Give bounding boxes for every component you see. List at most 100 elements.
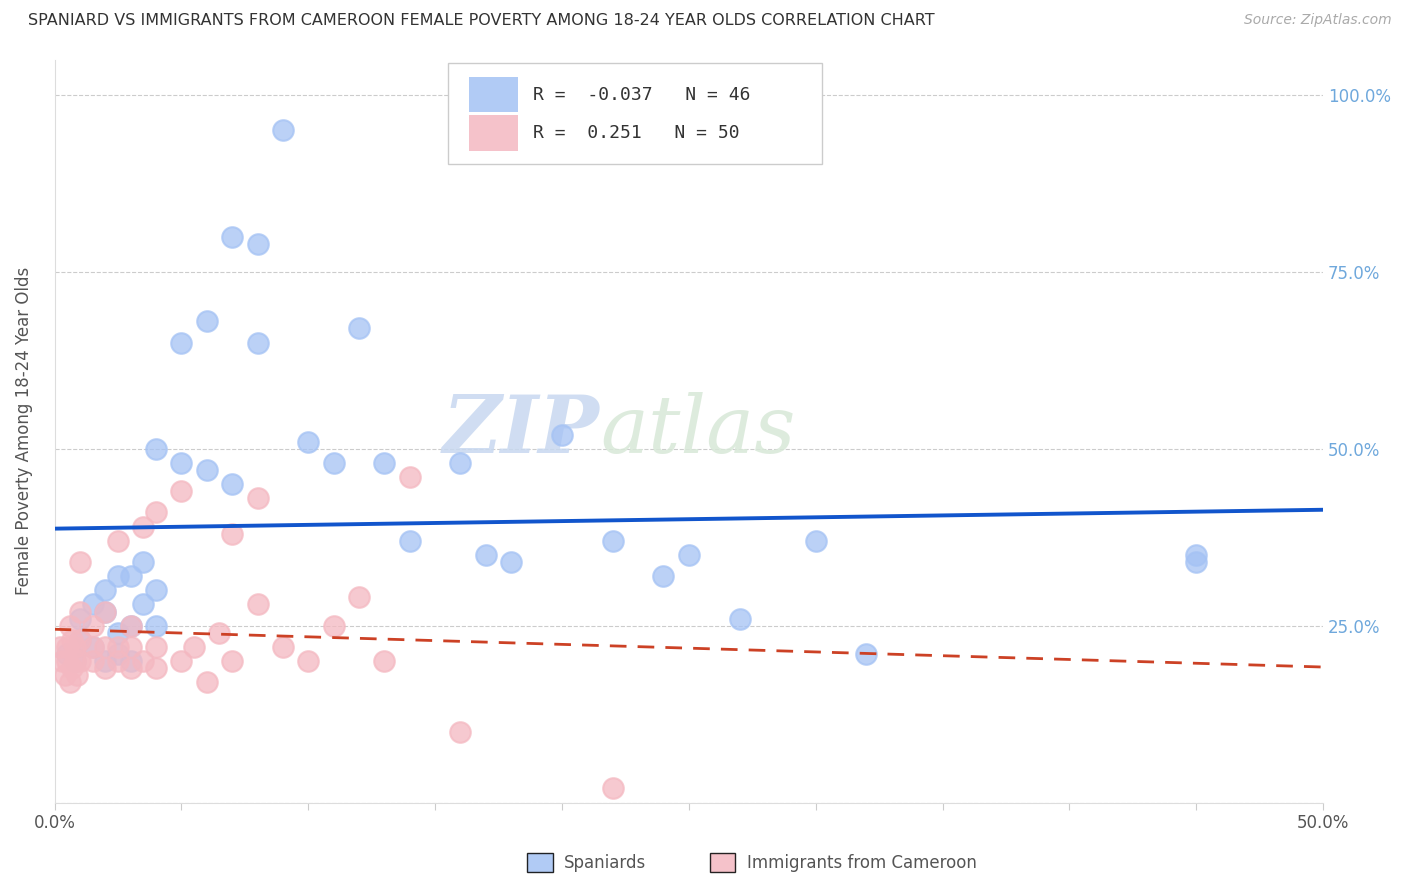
Point — [107, 654, 129, 668]
Point — [347, 591, 370, 605]
Point — [63, 654, 86, 668]
Point — [271, 123, 294, 137]
Point — [145, 640, 167, 654]
Point — [450, 456, 472, 470]
Point — [82, 654, 104, 668]
Point — [59, 618, 82, 632]
Point — [132, 555, 155, 569]
Point — [195, 314, 218, 328]
Point — [120, 618, 142, 632]
Point — [170, 484, 193, 499]
Point — [297, 654, 319, 668]
Point — [120, 640, 142, 654]
Point — [246, 491, 269, 506]
Text: atlas: atlas — [600, 392, 796, 470]
Point — [69, 654, 91, 668]
Point — [69, 632, 91, 647]
Point — [60, 661, 83, 675]
Point — [132, 519, 155, 533]
Point — [1185, 548, 1208, 562]
Y-axis label: Female Poverty Among 18-24 Year Olds: Female Poverty Among 18-24 Year Olds — [15, 267, 32, 595]
Point — [94, 661, 117, 675]
Point — [297, 434, 319, 449]
Text: R =  0.251   N = 50: R = 0.251 N = 50 — [533, 124, 740, 142]
Point — [82, 640, 104, 654]
Bar — [470, 77, 517, 112]
Point — [373, 654, 395, 668]
Point — [246, 236, 269, 251]
Point — [221, 229, 243, 244]
Point — [1185, 555, 1208, 569]
Point — [208, 625, 231, 640]
Point — [347, 321, 370, 335]
Point — [94, 605, 117, 619]
Point — [195, 463, 218, 477]
Point — [475, 548, 498, 562]
Point — [107, 533, 129, 548]
Point — [170, 456, 193, 470]
Point — [145, 583, 167, 598]
FancyBboxPatch shape — [447, 63, 823, 163]
Point — [53, 668, 76, 682]
Point — [107, 569, 129, 583]
Point — [94, 583, 117, 598]
Point — [69, 555, 91, 569]
Point — [170, 654, 193, 668]
Point — [602, 781, 624, 796]
Point — [551, 427, 574, 442]
Point — [82, 640, 104, 654]
Point — [728, 612, 751, 626]
Point — [145, 661, 167, 675]
Point — [322, 456, 344, 470]
Point — [132, 654, 155, 668]
Point — [63, 640, 86, 654]
Point — [82, 598, 104, 612]
Point — [56, 640, 79, 654]
Point — [855, 647, 877, 661]
Point — [221, 526, 243, 541]
Point — [652, 569, 675, 583]
Point — [107, 640, 129, 654]
Point — [602, 533, 624, 548]
Point — [120, 569, 142, 583]
Point — [373, 456, 395, 470]
Point — [66, 668, 89, 682]
Bar — [470, 115, 517, 151]
Point — [56, 654, 79, 668]
Point — [107, 647, 129, 661]
Point — [145, 506, 167, 520]
Point — [398, 533, 420, 548]
Point — [69, 612, 91, 626]
Point — [120, 654, 142, 668]
Point — [60, 632, 83, 647]
Point — [145, 618, 167, 632]
Point — [63, 654, 86, 668]
Point — [120, 661, 142, 675]
Point — [59, 675, 82, 690]
Point — [56, 647, 79, 661]
Point — [246, 335, 269, 350]
Point — [82, 618, 104, 632]
Point — [48, 640, 70, 654]
Point — [69, 605, 91, 619]
Point — [94, 605, 117, 619]
Point — [145, 442, 167, 456]
Point — [501, 555, 523, 569]
Point — [195, 675, 218, 690]
Text: Spaniards: Spaniards — [564, 854, 645, 871]
Point — [183, 640, 205, 654]
Point — [69, 632, 91, 647]
Point — [221, 477, 243, 491]
Point — [120, 618, 142, 632]
Point — [804, 533, 827, 548]
Point — [678, 548, 700, 562]
Text: Immigrants from Cameroon: Immigrants from Cameroon — [747, 854, 976, 871]
Point — [450, 724, 472, 739]
Point — [221, 654, 243, 668]
Point — [107, 625, 129, 640]
Point — [322, 618, 344, 632]
Text: ZIP: ZIP — [443, 392, 600, 470]
Point — [271, 640, 294, 654]
Point — [170, 335, 193, 350]
Point — [132, 598, 155, 612]
